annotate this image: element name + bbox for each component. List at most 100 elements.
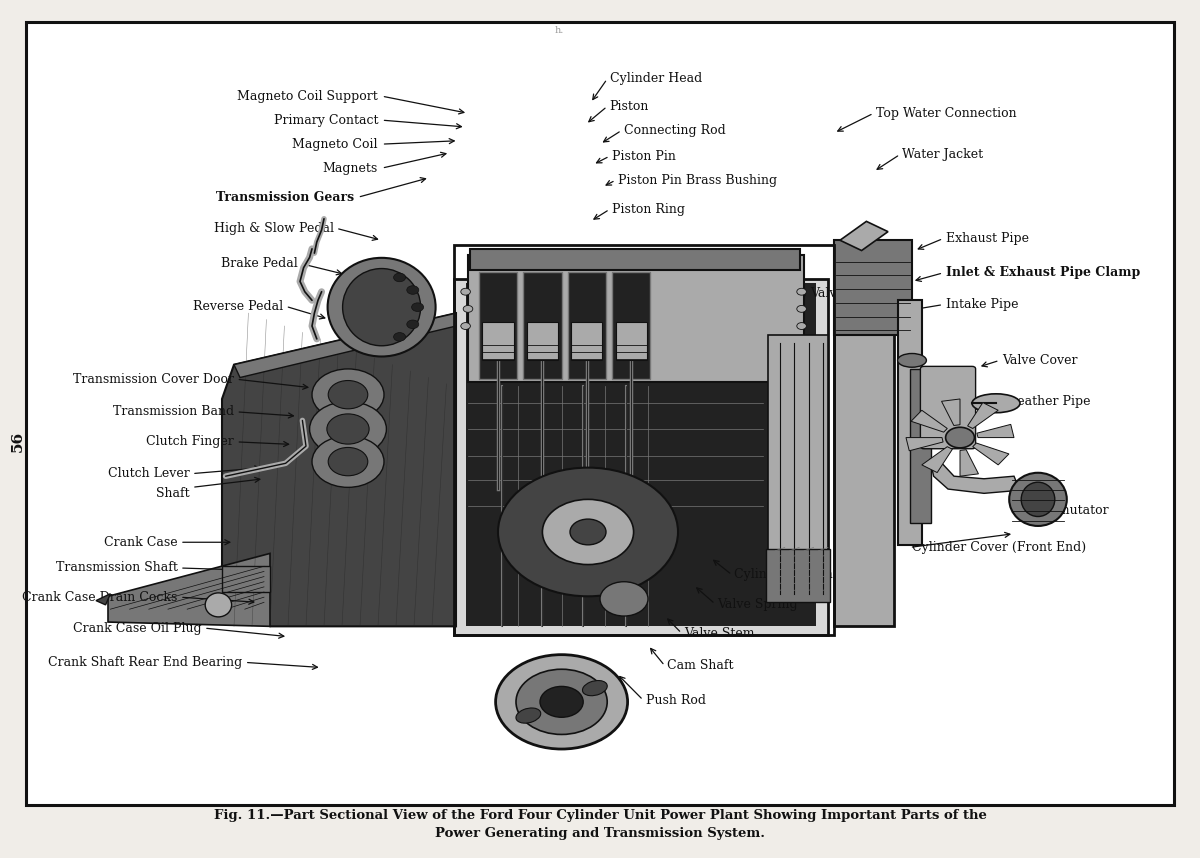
Bar (616, 322, 647, 360)
Text: Transmission Cover Door: Transmission Cover Door (73, 372, 234, 386)
Circle shape (461, 323, 470, 329)
Bar (470, 249, 800, 270)
Text: Crank Case: Crank Case (104, 535, 178, 549)
Polygon shape (96, 594, 110, 605)
Text: Brake Pedal: Brake Pedal (221, 257, 298, 270)
Text: Crank Case Oil Plug: Crank Case Oil Plug (73, 621, 202, 635)
Circle shape (312, 436, 384, 487)
Polygon shape (973, 443, 1009, 465)
Circle shape (496, 655, 628, 749)
Ellipse shape (205, 593, 232, 617)
Circle shape (540, 686, 583, 717)
Polygon shape (108, 553, 270, 626)
Bar (523, 272, 562, 379)
Bar (834, 240, 894, 626)
Text: 56: 56 (11, 432, 25, 452)
Circle shape (310, 402, 386, 456)
Circle shape (394, 273, 406, 281)
Polygon shape (977, 425, 1014, 438)
Bar (834, 240, 912, 335)
Bar (568, 272, 606, 379)
Text: Push Rod: Push Rod (646, 693, 706, 707)
Bar (454, 245, 834, 635)
Text: Transmission Shaft: Transmission Shaft (55, 561, 178, 575)
Polygon shape (942, 399, 960, 426)
Circle shape (329, 380, 368, 408)
Ellipse shape (328, 257, 436, 357)
Polygon shape (930, 459, 1018, 493)
Text: Piston Pin: Piston Pin (612, 149, 676, 163)
Text: Breather Pipe: Breather Pipe (1002, 395, 1091, 408)
Bar (612, 272, 650, 379)
Ellipse shape (898, 353, 926, 367)
FancyBboxPatch shape (454, 279, 828, 635)
Circle shape (498, 468, 678, 596)
Bar (898, 300, 922, 545)
Circle shape (570, 519, 606, 545)
FancyBboxPatch shape (920, 366, 976, 449)
Bar (571, 322, 602, 360)
Circle shape (516, 669, 607, 734)
Text: Piston Pin Brass Bushing: Piston Pin Brass Bushing (618, 173, 778, 187)
Text: Magneto Coil Support: Magneto Coil Support (238, 89, 378, 103)
Text: Commutator: Commutator (1030, 504, 1109, 517)
Bar (482, 322, 514, 360)
Circle shape (797, 288, 806, 295)
Circle shape (946, 427, 974, 448)
Text: Inlet & Exhaust Pipe Clamp: Inlet & Exhaust Pipe Clamp (946, 266, 1140, 280)
Text: Cam Shaft: Cam Shaft (667, 659, 733, 673)
Text: Valve Stem: Valve Stem (684, 626, 755, 640)
Polygon shape (906, 438, 943, 450)
Polygon shape (840, 221, 888, 251)
Bar (527, 322, 558, 360)
Text: Crank Case Drain Cocks: Crank Case Drain Cocks (23, 590, 178, 604)
Text: Valve: Valve (810, 287, 844, 300)
Bar (910, 369, 931, 523)
Text: High & Slow Pedal: High & Slow Pedal (214, 221, 334, 235)
Text: Exhaust Pipe: Exhaust Pipe (946, 232, 1028, 245)
Ellipse shape (1021, 482, 1055, 517)
Text: Water Jacket: Water Jacket (902, 148, 984, 161)
Text: Top Water Connection: Top Water Connection (876, 106, 1016, 120)
Text: Shaft: Shaft (156, 486, 190, 500)
Bar (768, 335, 828, 601)
Polygon shape (922, 447, 953, 473)
Text: Crank Shaft: Crank Shaft (526, 731, 602, 745)
Text: Reverse Pedal: Reverse Pedal (193, 299, 283, 313)
Circle shape (542, 499, 634, 565)
Circle shape (326, 414, 370, 444)
Ellipse shape (1009, 473, 1067, 526)
Text: Fig. 11.—Part Sectional View of the Ford Four Cylinder Unit Power Plant Showing : Fig. 11.—Part Sectional View of the Ford… (214, 808, 986, 822)
Text: Crank Shaft Rear End Bearing: Crank Shaft Rear End Bearing (48, 656, 242, 669)
Circle shape (407, 320, 419, 329)
Text: Primary Contact: Primary Contact (274, 113, 378, 127)
Polygon shape (967, 402, 998, 428)
Circle shape (407, 286, 419, 294)
Ellipse shape (972, 394, 1020, 413)
Bar (468, 255, 804, 382)
Text: Piston: Piston (610, 100, 649, 113)
Circle shape (600, 582, 648, 616)
Text: Magnets: Magnets (323, 161, 378, 175)
Circle shape (394, 333, 406, 341)
Circle shape (329, 448, 368, 475)
Polygon shape (222, 566, 270, 592)
Text: Clutch Finger: Clutch Finger (146, 435, 234, 449)
Text: Power Generating and Transmission System.: Power Generating and Transmission System… (436, 827, 766, 841)
Circle shape (797, 323, 806, 329)
Circle shape (461, 288, 470, 295)
Text: Valve Cover: Valve Cover (1002, 353, 1078, 367)
Circle shape (797, 305, 806, 312)
Text: Transmission Gears: Transmission Gears (216, 190, 354, 204)
Ellipse shape (516, 708, 541, 723)
Bar (479, 272, 517, 379)
Circle shape (463, 305, 473, 312)
Text: Magneto Coil: Magneto Coil (293, 137, 378, 151)
Polygon shape (960, 450, 978, 476)
Polygon shape (911, 410, 947, 432)
Text: Connecting Rod: Connecting Rod (624, 124, 726, 137)
Circle shape (312, 369, 384, 420)
Polygon shape (222, 313, 456, 626)
Text: Clutch Lever: Clutch Lever (108, 467, 190, 480)
Text: Transmission Band: Transmission Band (113, 405, 234, 419)
